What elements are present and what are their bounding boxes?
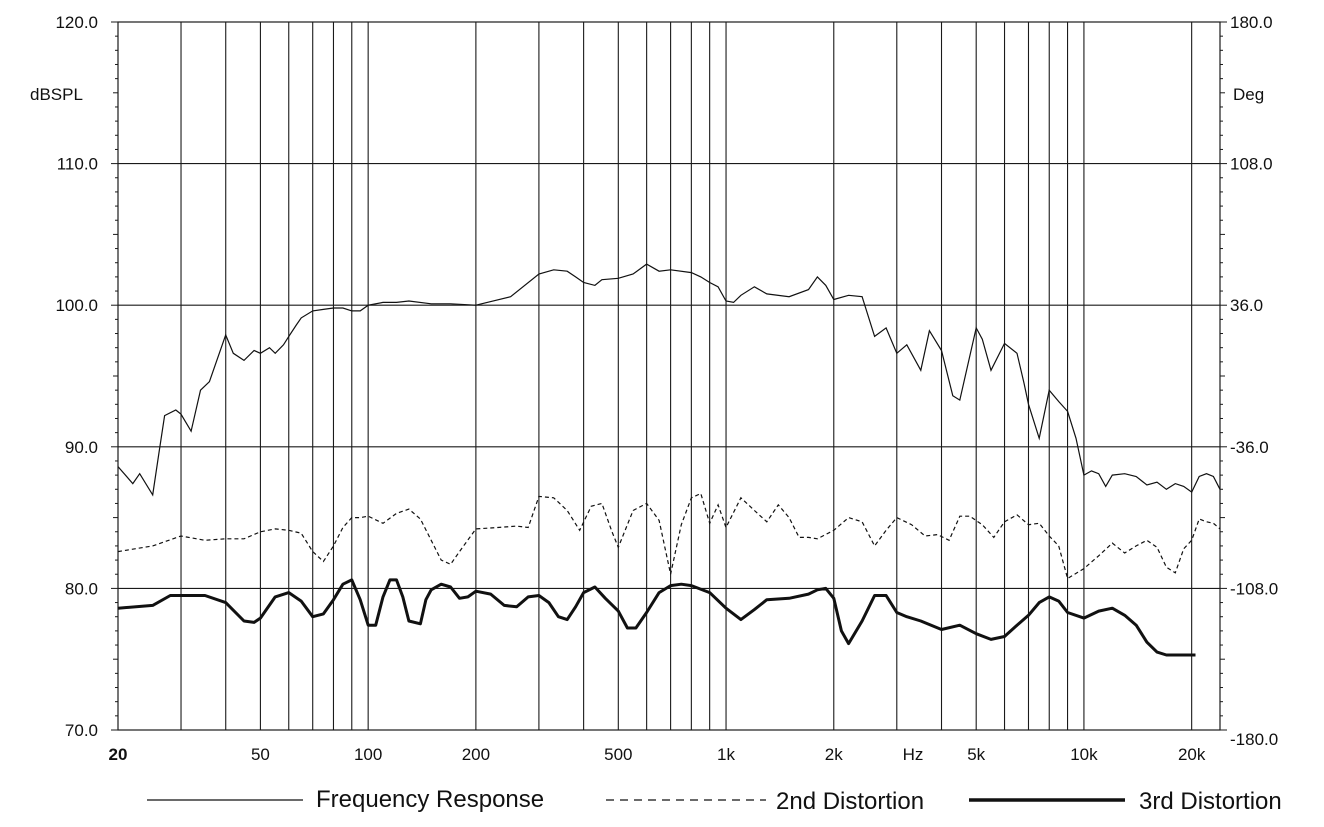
right-tick-label-180-0: 180.0 bbox=[1230, 13, 1273, 32]
left-tick-label-110-0: 110.0 bbox=[57, 155, 98, 174]
plot-frame bbox=[117, 21, 1221, 731]
x-tick-label-1k: 1k bbox=[717, 745, 735, 764]
legend-label-2nd-distortion: 2nd Distortion bbox=[776, 788, 924, 815]
x-tick-label-500: 500 bbox=[604, 745, 632, 764]
legend: Frequency Response 2nd Distortion 3rd Di… bbox=[147, 786, 1282, 815]
x-tick-label-20k: 20k bbox=[1178, 745, 1206, 764]
x-tick-label-100: 100 bbox=[354, 745, 382, 764]
x-tick-label-200: 200 bbox=[462, 745, 490, 764]
right-axis-unit: Deg bbox=[1233, 85, 1264, 104]
left-tick-label-100-0: 100.0 bbox=[55, 296, 98, 315]
x-axis-ticks: 20 50 100 200 500 1k 2k 5k 10k 20k bbox=[109, 745, 1206, 764]
series-lines bbox=[117, 263, 1221, 657]
left-axis-unit: dBSPL bbox=[30, 85, 83, 104]
x-tick-label-2k: 2k bbox=[825, 745, 843, 764]
left-tick-label-70-0: 70.0 bbox=[65, 721, 98, 740]
legend-label-3rd-distortion: 3rd Distortion bbox=[1139, 788, 1282, 815]
grid-lines bbox=[118, 22, 1220, 730]
left-tick-label-80-0: 80.0 bbox=[65, 579, 98, 598]
x-axis-unit: Hz bbox=[903, 745, 924, 764]
left-tick-label-90-0: 90.0 bbox=[65, 438, 98, 457]
series-line-frequency-response bbox=[117, 263, 1221, 497]
minor-ticks bbox=[111, 21, 1227, 731]
right-tick-label-36-0: 36.0 bbox=[1230, 296, 1263, 315]
right-axis-ticks: 180.0 108.0 36.0 -36.0 -108.0 -180.0 bbox=[1230, 13, 1278, 749]
x-tick-label-20: 20 bbox=[109, 745, 128, 764]
left-axis-ticks: 120.0 110.0 100.0 90.0 80.0 70.0 bbox=[55, 13, 98, 740]
right-tick-label-108-0: -108.0 bbox=[1230, 579, 1278, 598]
x-tick-label-50: 50 bbox=[251, 745, 270, 764]
x-tick-label-10k: 10k bbox=[1070, 745, 1098, 764]
left-tick-label-120-0: 120.0 bbox=[55, 13, 98, 32]
right-tick-label-36-0: -36.0 bbox=[1230, 438, 1269, 457]
series-line-2nd-distortion bbox=[117, 492, 1221, 580]
right-tick-label-180-0: -180.0 bbox=[1230, 730, 1278, 749]
series-line-3rd-distortion bbox=[117, 578, 1196, 657]
x-tick-label-5k: 5k bbox=[967, 745, 985, 764]
legend-label-frequency-response: Frequency Response bbox=[316, 786, 544, 813]
right-tick-label-108-0: 108.0 bbox=[1230, 155, 1273, 174]
